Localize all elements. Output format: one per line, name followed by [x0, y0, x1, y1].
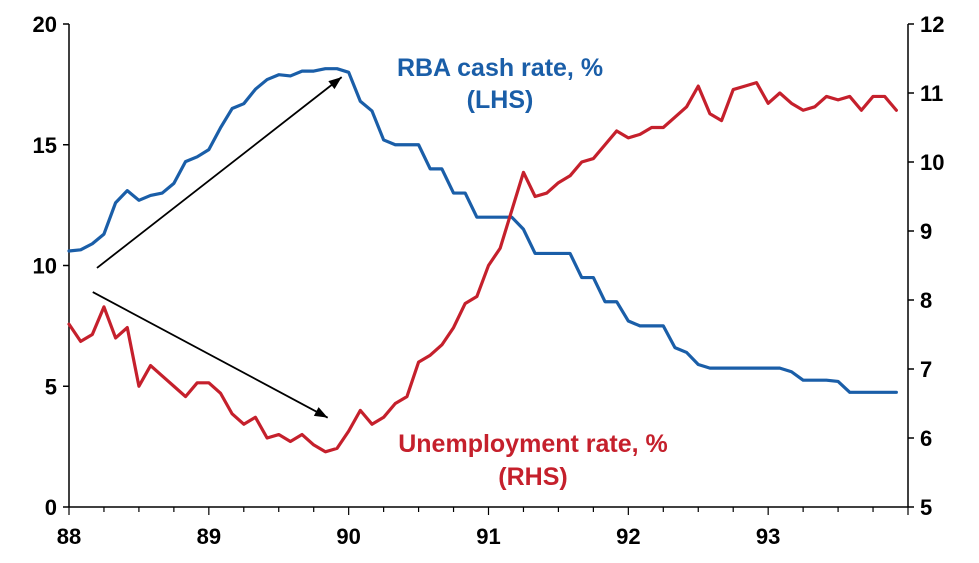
- cash-rate-axis-note: (LHS): [467, 86, 534, 114]
- x-tick-label: 90: [336, 524, 360, 549]
- right-y-tick-label: 5: [920, 495, 932, 520]
- cash-rate-label: RBA cash rate, %: [397, 54, 603, 82]
- arrow-down-head: [313, 407, 328, 418]
- x-tick-label: 88: [57, 524, 81, 549]
- x-tick-label: 91: [476, 524, 500, 549]
- cash-rate-line: [67, 67, 898, 394]
- right-y-tick-label: 11: [920, 81, 943, 106]
- left-y-tick-label: 5: [45, 374, 57, 399]
- right-y-tick-label: 9: [920, 219, 932, 244]
- x-tick-label: 89: [197, 524, 221, 549]
- left-y-tick-label: 15: [33, 133, 57, 158]
- x-tick-label: 92: [616, 524, 640, 549]
- left-y-tick-label: 20: [33, 12, 57, 37]
- arrow-layer: [92, 76, 343, 419]
- unemployment-rate-line: [67, 81, 898, 454]
- right-y-tick-label: 6: [920, 426, 932, 451]
- x-tick-label: 93: [756, 524, 780, 549]
- unemployment-rate-label: Unemployment rate, %: [398, 430, 668, 458]
- right-y-tick-label: 8: [920, 288, 932, 313]
- annotation-layer: RBA cash rate, % (LHS) Unemployment rate…: [397, 54, 668, 491]
- right-y-tick-label: 10: [920, 150, 944, 175]
- series-layer: [67, 67, 898, 454]
- right-y-tick-label: 12: [920, 12, 944, 37]
- right-y-tick-label: 7: [920, 357, 932, 382]
- arrow-up-shaft: [96, 76, 343, 269]
- arrow-up-head: [328, 77, 342, 90]
- arrow-down-shaft: [92, 291, 329, 419]
- left-y-tick-label: 10: [33, 254, 57, 279]
- left-y-tick-label: 0: [45, 495, 57, 520]
- unemployment-rate-axis-note: (RHS): [498, 463, 567, 491]
